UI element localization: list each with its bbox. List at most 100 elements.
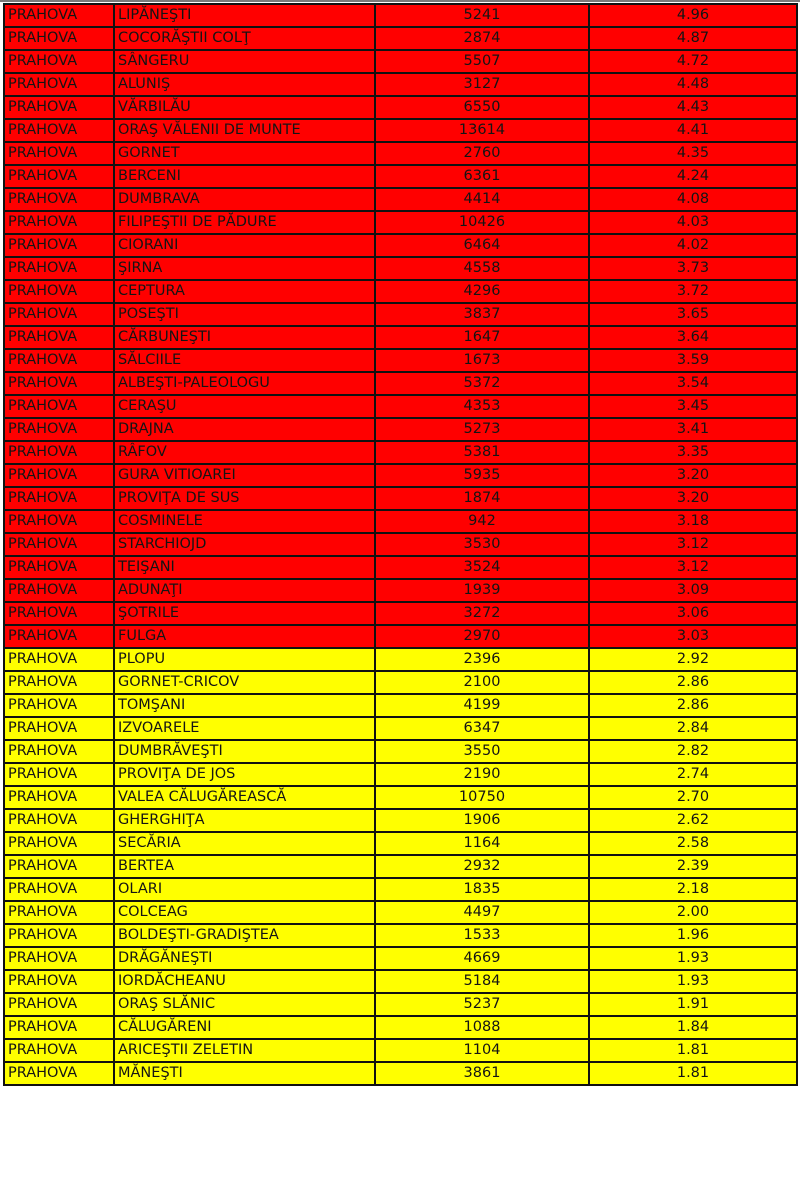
value-cell[interactable]: 3.03 xyxy=(588,624,798,649)
value-cell[interactable]: 4.41 xyxy=(588,118,798,143)
value-cell[interactable]: 1.81 xyxy=(588,1038,798,1063)
value-cell[interactable]: 1.81 xyxy=(588,1061,798,1086)
locality-cell[interactable]: TEIŞANI xyxy=(113,555,376,580)
county-cell[interactable]: PRAHOVA xyxy=(3,302,115,327)
county-cell[interactable]: PRAHOVA xyxy=(3,555,115,580)
value-cell[interactable]: 3.06 xyxy=(588,601,798,626)
locality-cell[interactable]: ORAŞ VĂLENII DE MUNTE xyxy=(113,118,376,143)
value-cell[interactable]: 3.12 xyxy=(588,532,798,557)
county-cell[interactable]: PRAHOVA xyxy=(3,739,115,764)
population-cell[interactable]: 1088 xyxy=(374,1015,590,1040)
locality-cell[interactable]: IZVOARELE xyxy=(113,716,376,741)
population-cell[interactable]: 5935 xyxy=(374,463,590,488)
locality-cell[interactable]: ŞIRNA xyxy=(113,256,376,281)
county-cell[interactable]: PRAHOVA xyxy=(3,900,115,925)
county-cell[interactable]: PRAHOVA xyxy=(3,509,115,534)
population-cell[interactable]: 4296 xyxy=(374,279,590,304)
population-cell[interactable]: 4199 xyxy=(374,693,590,718)
value-cell[interactable]: 2.86 xyxy=(588,670,798,695)
population-cell[interactable]: 2932 xyxy=(374,854,590,879)
value-cell[interactable]: 3.35 xyxy=(588,440,798,465)
population-cell[interactable]: 5372 xyxy=(374,371,590,396)
county-cell[interactable]: PRAHOVA xyxy=(3,394,115,419)
county-cell[interactable]: PRAHOVA xyxy=(3,1015,115,1040)
population-cell[interactable]: 4353 xyxy=(374,394,590,419)
locality-cell[interactable]: FILIPEŞTII DE PĂDURE xyxy=(113,210,376,235)
county-cell[interactable]: PRAHOVA xyxy=(3,578,115,603)
population-cell[interactable]: 4558 xyxy=(374,256,590,281)
county-cell[interactable]: PRAHOVA xyxy=(3,141,115,166)
population-cell[interactable]: 10750 xyxy=(374,785,590,810)
county-cell[interactable]: PRAHOVA xyxy=(3,210,115,235)
value-cell[interactable]: 2.86 xyxy=(588,693,798,718)
population-cell[interactable]: 4414 xyxy=(374,187,590,212)
value-cell[interactable]: 3.59 xyxy=(588,348,798,373)
population-cell[interactable]: 1906 xyxy=(374,808,590,833)
value-cell[interactable]: 1.93 xyxy=(588,946,798,971)
county-cell[interactable]: PRAHOVA xyxy=(3,716,115,741)
value-cell[interactable]: 4.48 xyxy=(588,72,798,97)
locality-cell[interactable]: ADUNAŢI xyxy=(113,578,376,603)
value-cell[interactable]: 3.73 xyxy=(588,256,798,281)
county-cell[interactable]: PRAHOVA xyxy=(3,348,115,373)
locality-cell[interactable]: SĂLCIILE xyxy=(113,348,376,373)
value-cell[interactable]: 2.82 xyxy=(588,739,798,764)
population-cell[interactable]: 13614 xyxy=(374,118,590,143)
population-cell[interactable]: 3524 xyxy=(374,555,590,580)
locality-cell[interactable]: FULGA xyxy=(113,624,376,649)
value-cell[interactable]: 2.74 xyxy=(588,762,798,787)
value-cell[interactable]: 3.12 xyxy=(588,555,798,580)
locality-cell[interactable]: ORAŞ SLĂNIC xyxy=(113,992,376,1017)
population-cell[interactable]: 1874 xyxy=(374,486,590,511)
locality-cell[interactable]: SECĂRIA xyxy=(113,831,376,856)
locality-cell[interactable]: GORNET-CRICOV xyxy=(113,670,376,695)
population-cell[interactable]: 5237 xyxy=(374,992,590,1017)
population-cell[interactable]: 4497 xyxy=(374,900,590,925)
locality-cell[interactable]: SÂNGERU xyxy=(113,49,376,74)
locality-cell[interactable]: COSMINELE xyxy=(113,509,376,534)
locality-cell[interactable]: DUMBRĂVEŞTI xyxy=(113,739,376,764)
county-cell[interactable]: PRAHOVA xyxy=(3,486,115,511)
value-cell[interactable]: 4.87 xyxy=(588,26,798,51)
locality-cell[interactable]: VĂRBILĂU xyxy=(113,95,376,120)
locality-cell[interactable]: IORDĂCHEANU xyxy=(113,969,376,994)
county-cell[interactable]: PRAHOVA xyxy=(3,187,115,212)
locality-cell[interactable]: BERCENI xyxy=(113,164,376,189)
population-cell[interactable]: 2100 xyxy=(374,670,590,695)
county-cell[interactable]: PRAHOVA xyxy=(3,762,115,787)
locality-cell[interactable]: PROVIŢA DE JOS xyxy=(113,762,376,787)
county-cell[interactable]: PRAHOVA xyxy=(3,992,115,1017)
population-cell[interactable]: 1533 xyxy=(374,923,590,948)
county-cell[interactable]: PRAHOVA xyxy=(3,785,115,810)
locality-cell[interactable]: BOLDEŞTI-GRADIŞTEA xyxy=(113,923,376,948)
locality-cell[interactable]: ALUNIŞ xyxy=(113,72,376,97)
locality-cell[interactable]: ŞOTRILE xyxy=(113,601,376,626)
county-cell[interactable]: PRAHOVA xyxy=(3,532,115,557)
population-cell[interactable]: 1835 xyxy=(374,877,590,902)
locality-cell[interactable]: CĂRBUNEŞTI xyxy=(113,325,376,350)
population-cell[interactable]: 6550 xyxy=(374,95,590,120)
county-cell[interactable]: PRAHOVA xyxy=(3,279,115,304)
value-cell[interactable]: 1.84 xyxy=(588,1015,798,1040)
county-cell[interactable]: PRAHOVA xyxy=(3,463,115,488)
population-cell[interactable]: 5381 xyxy=(374,440,590,465)
county-cell[interactable]: PRAHOVA xyxy=(3,72,115,97)
locality-cell[interactable]: MĂNEŞTI xyxy=(113,1061,376,1086)
value-cell[interactable]: 3.41 xyxy=(588,417,798,442)
population-cell[interactable]: 3861 xyxy=(374,1061,590,1086)
value-cell[interactable]: 2.62 xyxy=(588,808,798,833)
locality-cell[interactable]: GHERGHIŢA xyxy=(113,808,376,833)
population-cell[interactable]: 1164 xyxy=(374,831,590,856)
value-cell[interactable]: 2.84 xyxy=(588,716,798,741)
population-cell[interactable]: 2396 xyxy=(374,647,590,672)
locality-cell[interactable]: PLOPU xyxy=(113,647,376,672)
locality-cell[interactable]: GORNET xyxy=(113,141,376,166)
value-cell[interactable]: 2.39 xyxy=(588,854,798,879)
county-cell[interactable]: PRAHOVA xyxy=(3,1061,115,1086)
population-cell[interactable]: 6347 xyxy=(374,716,590,741)
county-cell[interactable]: PRAHOVA xyxy=(3,923,115,948)
population-cell[interactable]: 5184 xyxy=(374,969,590,994)
value-cell[interactable]: 4.43 xyxy=(588,95,798,120)
population-cell[interactable]: 942 xyxy=(374,509,590,534)
value-cell[interactable]: 3.65 xyxy=(588,302,798,327)
